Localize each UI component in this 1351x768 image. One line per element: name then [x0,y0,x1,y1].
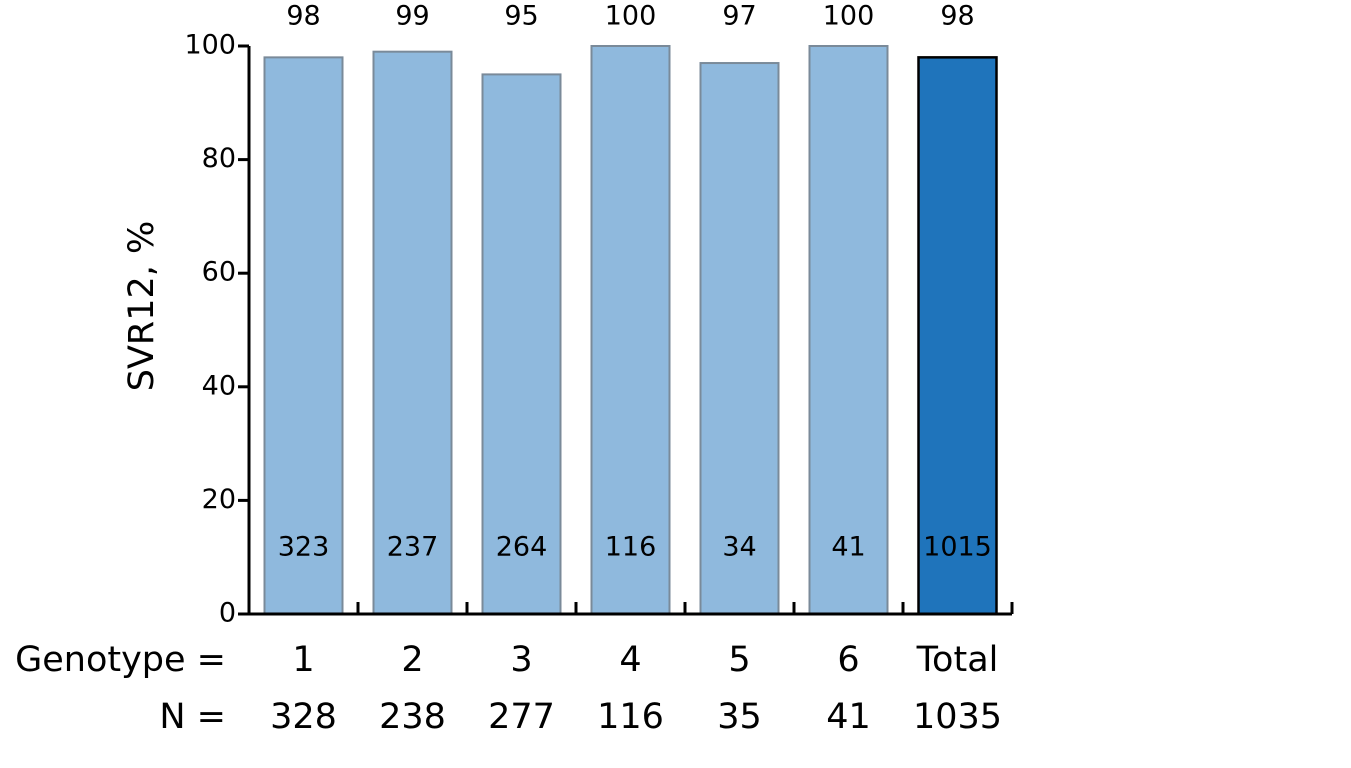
bar [808,45,889,615]
y-tick-label: 100 [184,30,236,61]
responder-count: 264 [496,532,548,563]
y-tick-label: 0 [219,598,236,629]
n-value: 116 [597,697,664,737]
n-value: 35 [717,697,762,737]
value-label: 98 [940,1,974,32]
value-label: 95 [504,1,538,32]
y-axis-label: SVR12, % [122,221,162,392]
bar [917,56,998,616]
n-label: N = [159,697,226,737]
value-label: 97 [722,1,756,32]
n-value: 41 [826,697,871,737]
bar [263,56,344,616]
responder-count: 34 [722,532,756,563]
responder-count: 323 [278,532,330,563]
value-label: 100 [823,1,875,32]
bar [699,62,780,616]
x-tick-label: 4 [619,640,641,680]
n-value: 277 [488,697,555,737]
x-tick-label: Total [916,640,999,680]
y-tick-label: 60 [202,257,236,288]
n-value: 238 [379,697,446,737]
x-tick-label: 3 [510,640,532,680]
value-label: 100 [605,1,657,32]
bar [372,50,453,616]
y-tick-label: 80 [202,143,236,174]
n-value: 1035 [913,697,1002,737]
responder-count: 41 [831,532,865,563]
bar [590,45,671,615]
x-tick-label: 2 [401,640,423,680]
responder-count: 1015 [923,532,992,563]
n-value: 328 [270,697,337,737]
x-tick-label: 1 [292,640,314,680]
category-label: Genotype = [15,640,226,680]
x-tick-label: 5 [728,640,750,680]
value-label: 99 [395,1,429,32]
responder-count: 116 [605,532,657,563]
y-tick-label: 40 [202,370,236,401]
y-tick-label: 20 [202,484,236,515]
responder-count: 237 [387,532,439,563]
x-tick-label: 6 [837,640,859,680]
bar [481,73,562,615]
value-label: 98 [286,1,320,32]
